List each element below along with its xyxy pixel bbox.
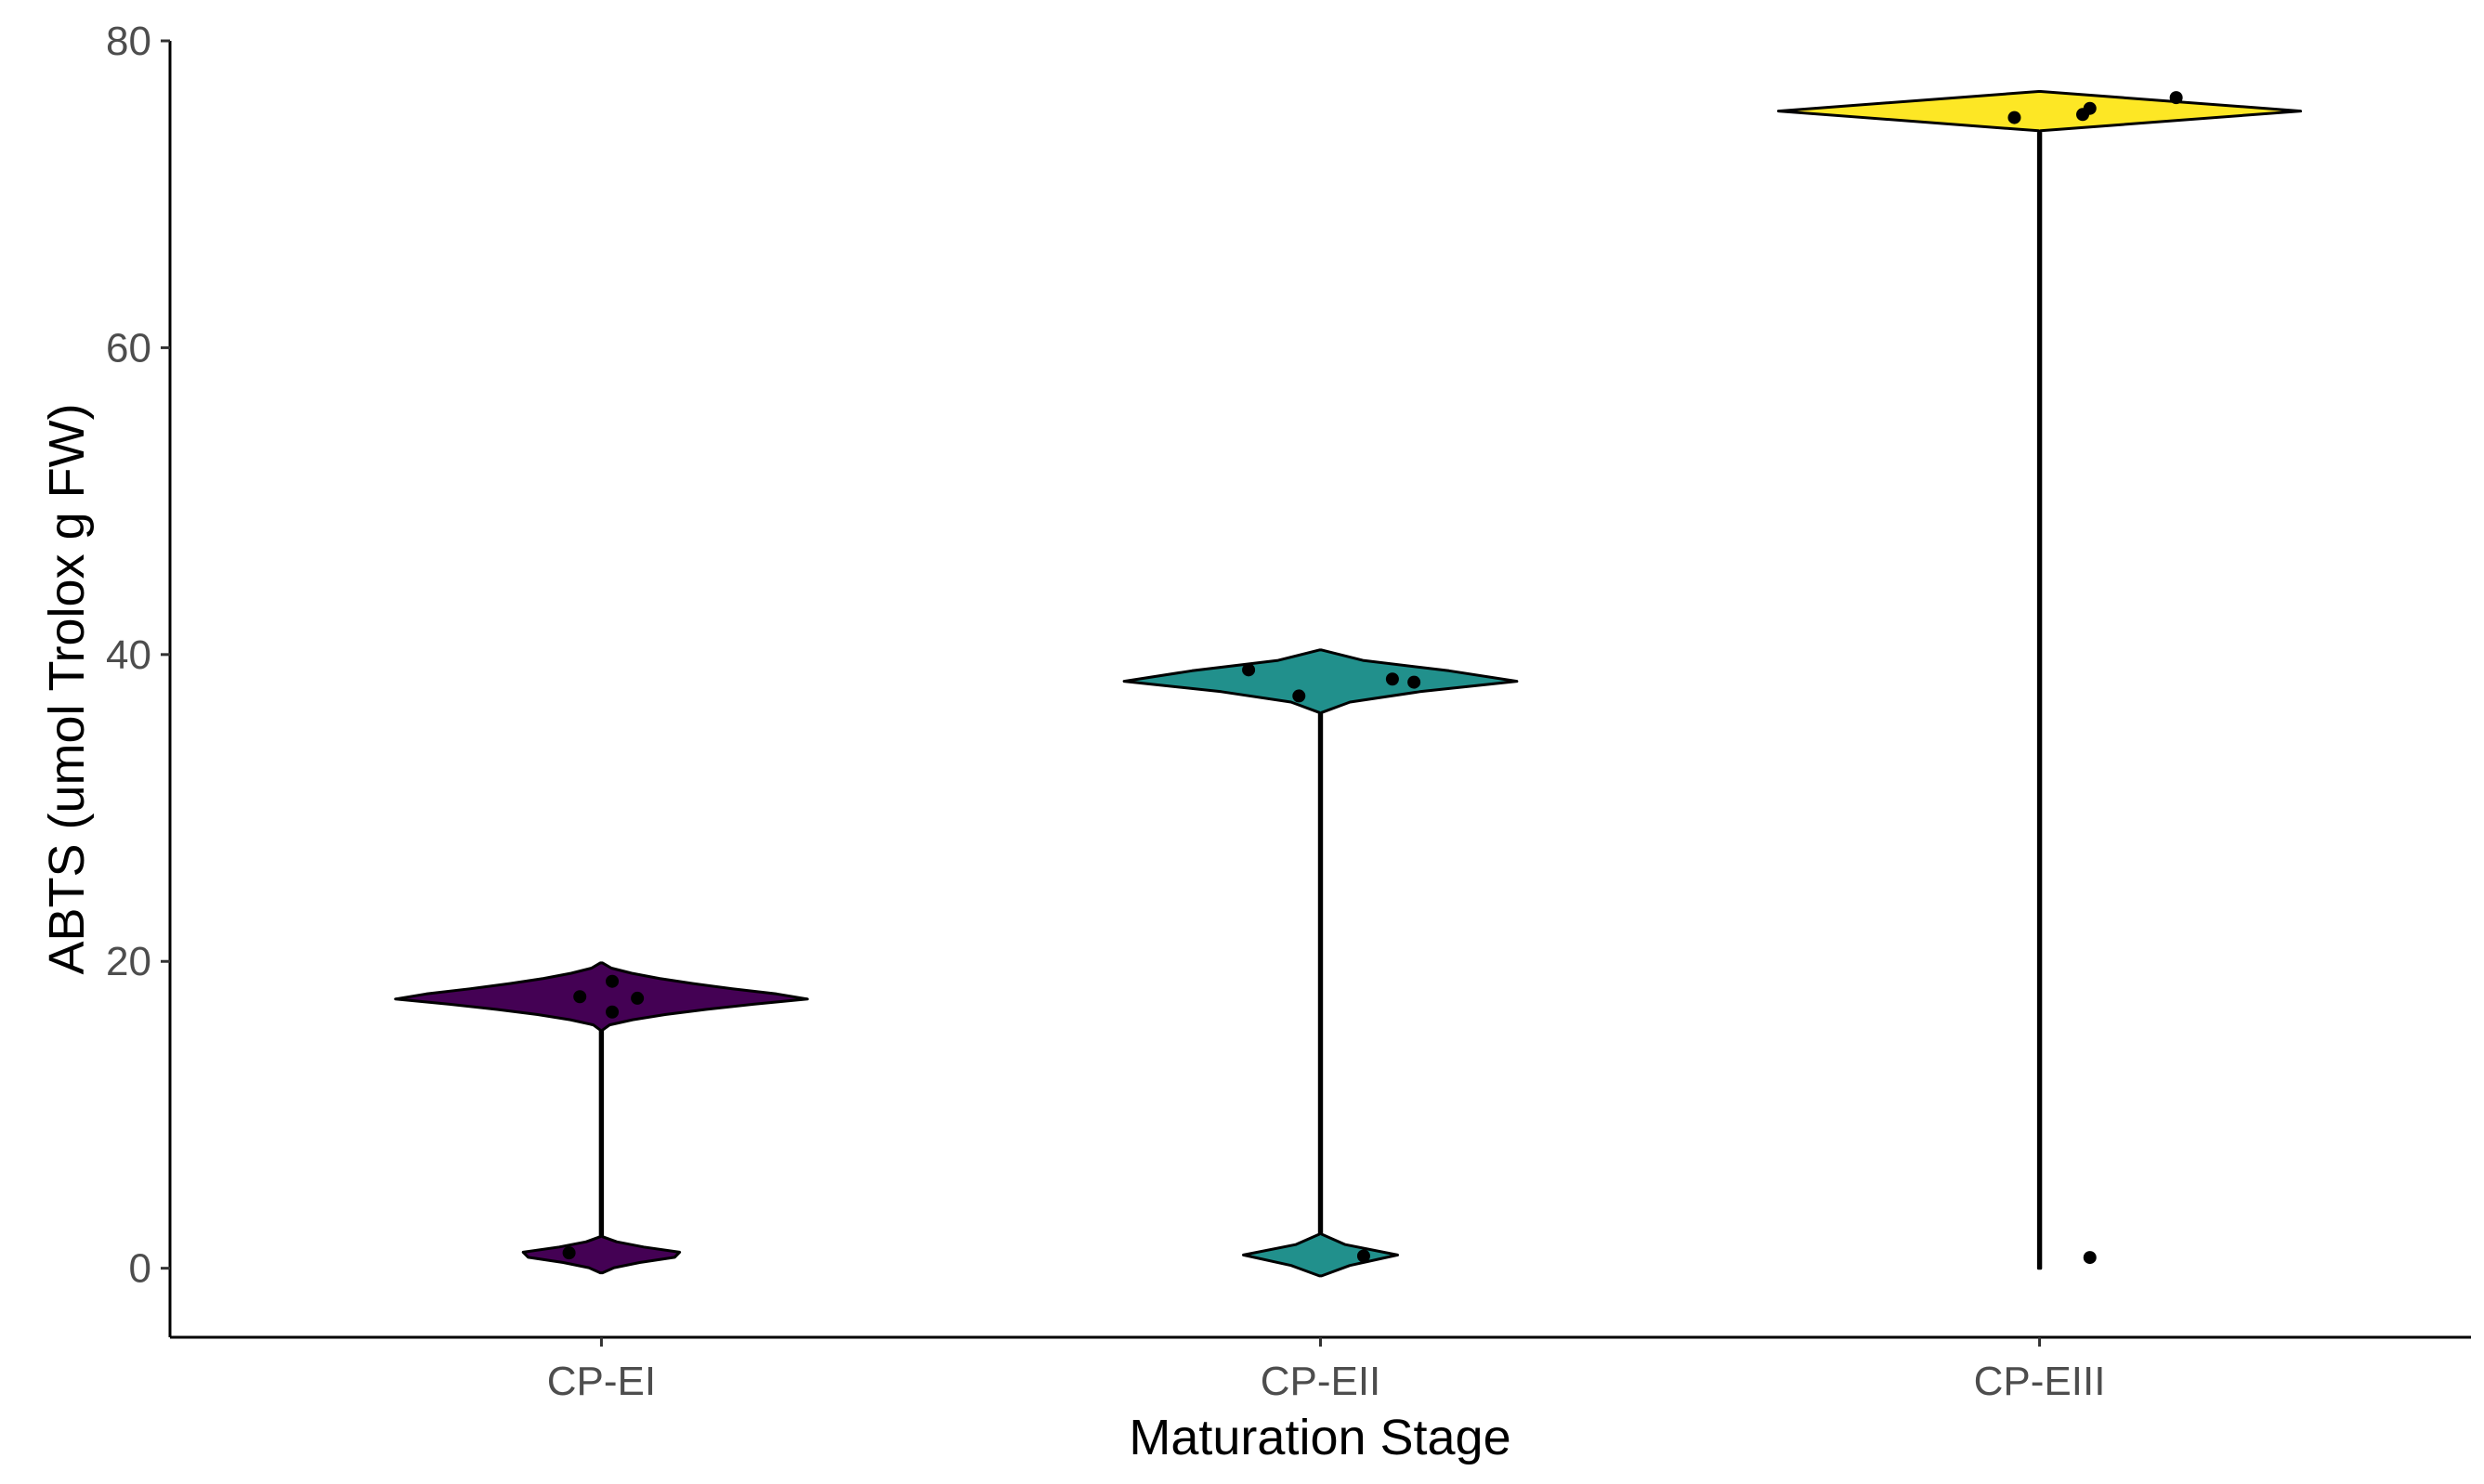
y-tick-label: 80 <box>106 19 151 64</box>
data-point-cp-eii <box>1292 689 1306 703</box>
x-tick-label: CP-EII <box>1261 1359 1381 1404</box>
y-tick-label: 0 <box>129 1246 151 1292</box>
points-layer <box>562 91 2183 1265</box>
x-tick-label: CP-EI <box>547 1359 656 1404</box>
x-tick-label: CP-EIII <box>1974 1359 2106 1404</box>
data-point-cp-ei <box>562 1246 576 1260</box>
y-axis-ticks: 0 20 40 60 80 <box>106 19 170 1292</box>
data-point-cp-ei <box>631 991 645 1005</box>
x-axis-title: Maturation Stage <box>1129 1410 1510 1465</box>
data-point-cp-eii <box>1356 1249 1370 1263</box>
data-point-cp-eii <box>1407 675 1421 689</box>
data-point-cp-ei <box>573 990 587 1004</box>
y-tick-label: 20 <box>106 939 151 984</box>
violin-layer <box>394 90 2303 1278</box>
violin-cp-ei <box>394 961 809 1275</box>
data-point-cp-ei <box>606 974 620 988</box>
y-tick-label: 60 <box>106 325 151 371</box>
data-point-cp-eii <box>1242 663 1256 677</box>
violin-cp-eii <box>1122 648 1519 1278</box>
x-axis-ticks: CP-EI CP-EII CP-EIII <box>547 1337 2106 1404</box>
data-point-cp-eiii <box>2083 1251 2097 1265</box>
data-point-cp-eiii <box>2083 101 2097 115</box>
data-point-cp-ei <box>606 1005 620 1019</box>
y-tick-label: 40 <box>106 632 151 678</box>
y-axis-title: ABTS (umol Trolox g FW) <box>39 403 95 974</box>
data-point-cp-eiii <box>2169 91 2183 105</box>
data-point-cp-eii <box>1385 672 1399 686</box>
violin-cp-eiii <box>1777 90 2303 1270</box>
data-point-cp-eiii <box>2007 111 2021 124</box>
